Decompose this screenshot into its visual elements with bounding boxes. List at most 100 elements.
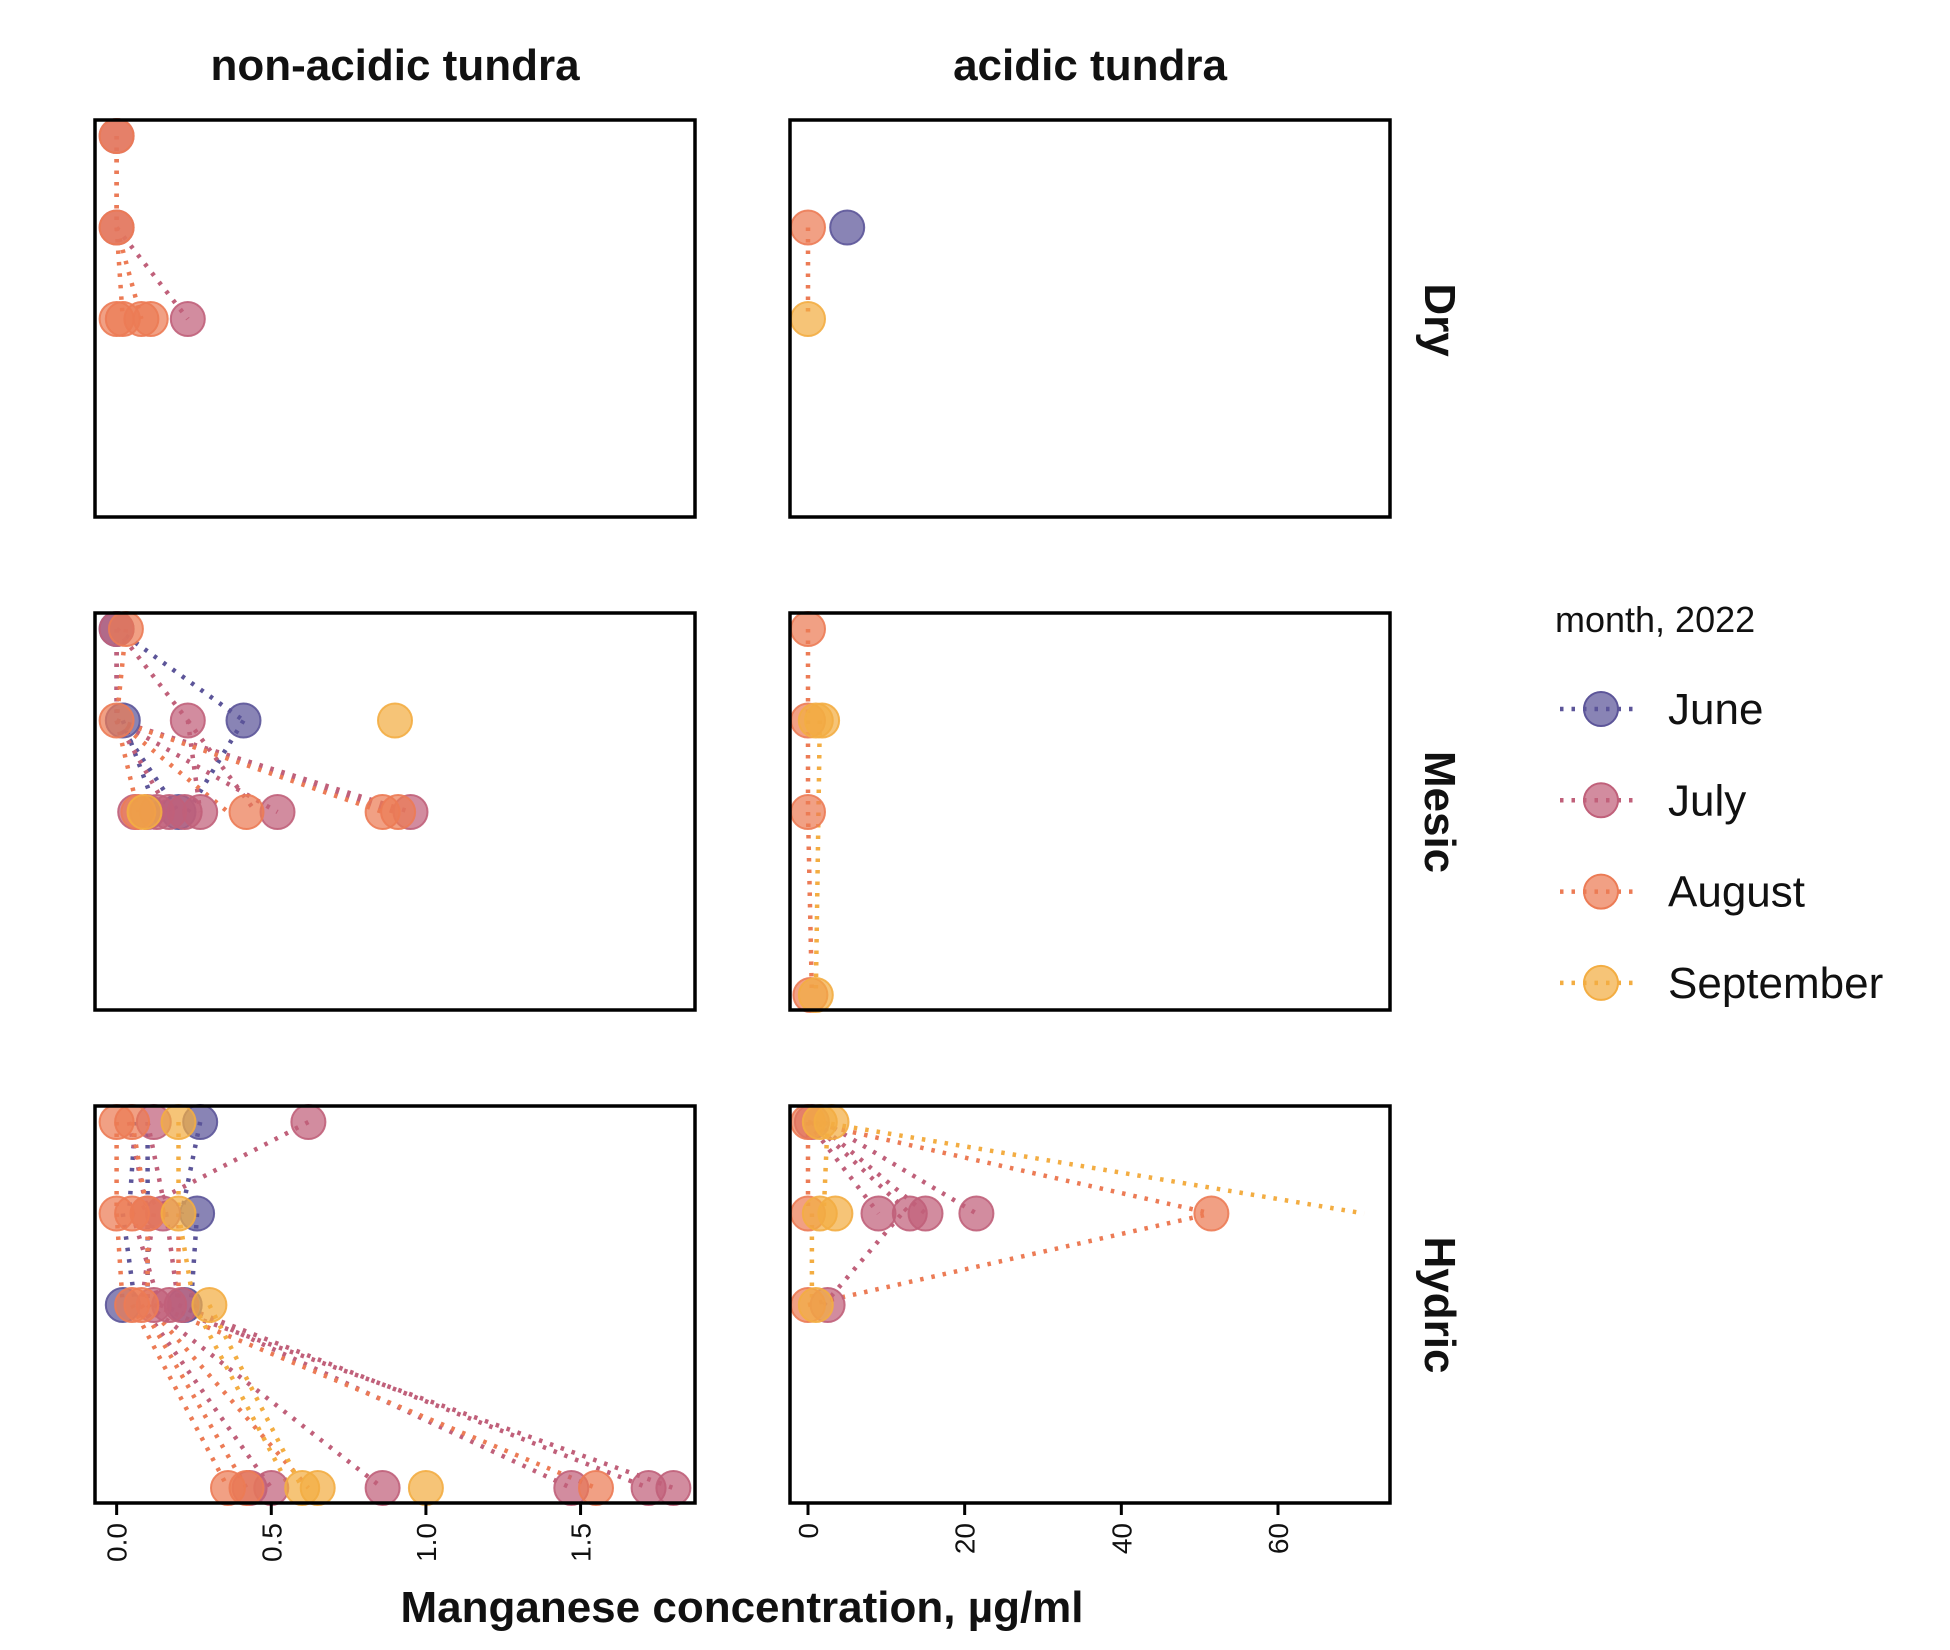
- data-point-july: [182, 794, 219, 830]
- panel-border: [93, 118, 697, 519]
- data-point-september: [377, 702, 413, 739]
- legend-items: June July August September: [1560, 685, 1883, 1008]
- row-label-dry: Dry: [1415, 283, 1464, 357]
- series-line-june: [179, 1121, 203, 1214]
- data-point-july: [259, 794, 296, 830]
- data-point-august: [790, 611, 826, 647]
- x-axis-non: 0.0 0.5 1.0 1.5: [102, 1503, 597, 1562]
- series-line-september: [176, 1213, 197, 1306]
- legend: month, 2022 June July August September: [1555, 599, 1883, 1008]
- column-title-acidic: acidic tundra: [953, 41, 1227, 90]
- series-line-august: [115, 718, 384, 815]
- legend-marker: [1583, 691, 1619, 727]
- legend-title: month, 2022: [1555, 599, 1755, 640]
- data-point-september: [126, 794, 163, 830]
- data-point-july: [860, 1195, 897, 1232]
- legend-marker: [1583, 782, 1619, 819]
- data-point-july: [169, 301, 206, 337]
- data-point-august: [123, 1287, 160, 1323]
- panel-hydric-acid: [788, 1104, 1392, 1505]
- series-line-june: [115, 627, 245, 723]
- data-point-june: [829, 209, 866, 246]
- column-title-non-acidic: non-acidic tundra: [210, 41, 580, 90]
- panel-background: [790, 613, 1390, 1010]
- data-point-august: [380, 794, 417, 830]
- panel-mesic-acid: [788, 611, 1392, 1013]
- series-line-june: [120, 1213, 138, 1306]
- data-point-september: [160, 1195, 197, 1232]
- series-line-august: [114, 719, 141, 813]
- series-line-july: [185, 720, 203, 813]
- panel-mesic-non: [93, 611, 697, 1012]
- legend-label: September: [1668, 959, 1883, 1008]
- row-label-hydric: Hydric: [1415, 1237, 1464, 1374]
- data-point-august: [114, 1104, 151, 1140]
- x-tick-label: 60: [1263, 1523, 1294, 1554]
- data-point-august: [578, 1470, 614, 1506]
- data-point-august: [228, 794, 265, 830]
- data-point-july: [290, 1104, 327, 1140]
- legend-item-june: June: [1560, 685, 1763, 734]
- data-point-september: [804, 702, 841, 739]
- data-point-august: [107, 611, 144, 647]
- series-line-july: [115, 718, 279, 814]
- legend-label: July: [1668, 776, 1746, 825]
- series-line-july: [821, 1212, 904, 1307]
- x-tick-label: 1.5: [566, 1523, 597, 1562]
- legend-label: June: [1668, 685, 1763, 734]
- series-line-july: [129, 1212, 163, 1306]
- series-line-july: [145, 1121, 169, 1214]
- x-tick-label: 1.0: [411, 1523, 442, 1562]
- series-line-july: [177, 1302, 573, 1491]
- data-point-september: [817, 1195, 854, 1232]
- panel-border: [788, 1104, 1392, 1505]
- data-point-september: [299, 1470, 336, 1506]
- x-axes: 0.0 0.5 1.0 1.5 0 20 40 60: [102, 1503, 1294, 1562]
- facet-panels: [93, 118, 1392, 1506]
- legend-item-august: August: [1560, 868, 1805, 917]
- data-point-july: [907, 1195, 944, 1232]
- data-point-september: [160, 1104, 197, 1140]
- data-point-august: [98, 702, 135, 739]
- x-tick-label: 40: [1106, 1523, 1137, 1554]
- series-line-august: [139, 1303, 249, 1490]
- x-axis-title: Manganese concentration, µg/ml: [400, 1583, 1083, 1632]
- data-point-august: [98, 118, 135, 154]
- panel-hydric-non: [93, 1104, 697, 1506]
- data-point-july: [655, 1470, 692, 1506]
- legend-item-july: July: [1560, 776, 1746, 825]
- panel-border: [788, 118, 1392, 519]
- panel-border: [788, 611, 1392, 1012]
- panel-background: [790, 120, 1390, 517]
- data-point-september: [797, 1287, 834, 1323]
- data-point-september: [407, 1470, 444, 1506]
- data-point-august: [129, 1195, 166, 1232]
- legend-item-september: September: [1560, 959, 1883, 1008]
- panel-border: [93, 1104, 697, 1505]
- x-tick-label: 0.5: [256, 1523, 287, 1562]
- data-point-august: [1193, 1195, 1230, 1232]
- data-point-july: [364, 1470, 401, 1506]
- x-axis-acid: 0 20 40 60: [793, 1503, 1294, 1554]
- panel-background: [790, 1106, 1390, 1503]
- series-line-august: [129, 1121, 150, 1214]
- series-line-september: [819, 1119, 1365, 1216]
- data-point-september: [790, 301, 826, 337]
- series-line-july: [114, 627, 190, 722]
- row-strip-labels: Dry Mesic Hydric: [1415, 283, 1464, 1373]
- data-point-august: [790, 794, 826, 830]
- data-point-june: [225, 702, 262, 739]
- data-point-august: [228, 1470, 265, 1506]
- x-tick-label: 0.0: [102, 1523, 133, 1562]
- x-tick-label: 20: [950, 1523, 981, 1554]
- row-label-mesic: Mesic: [1415, 751, 1464, 873]
- series-line-july: [139, 1303, 274, 1490]
- panel-dry-non: [93, 118, 697, 519]
- data-point-september: [813, 1104, 850, 1140]
- series-line-july: [806, 1120, 881, 1215]
- data-point-july: [169, 702, 206, 739]
- data-point-july: [958, 1195, 995, 1232]
- x-tick-label: 0: [793, 1523, 824, 1539]
- series-line-august: [805, 811, 815, 996]
